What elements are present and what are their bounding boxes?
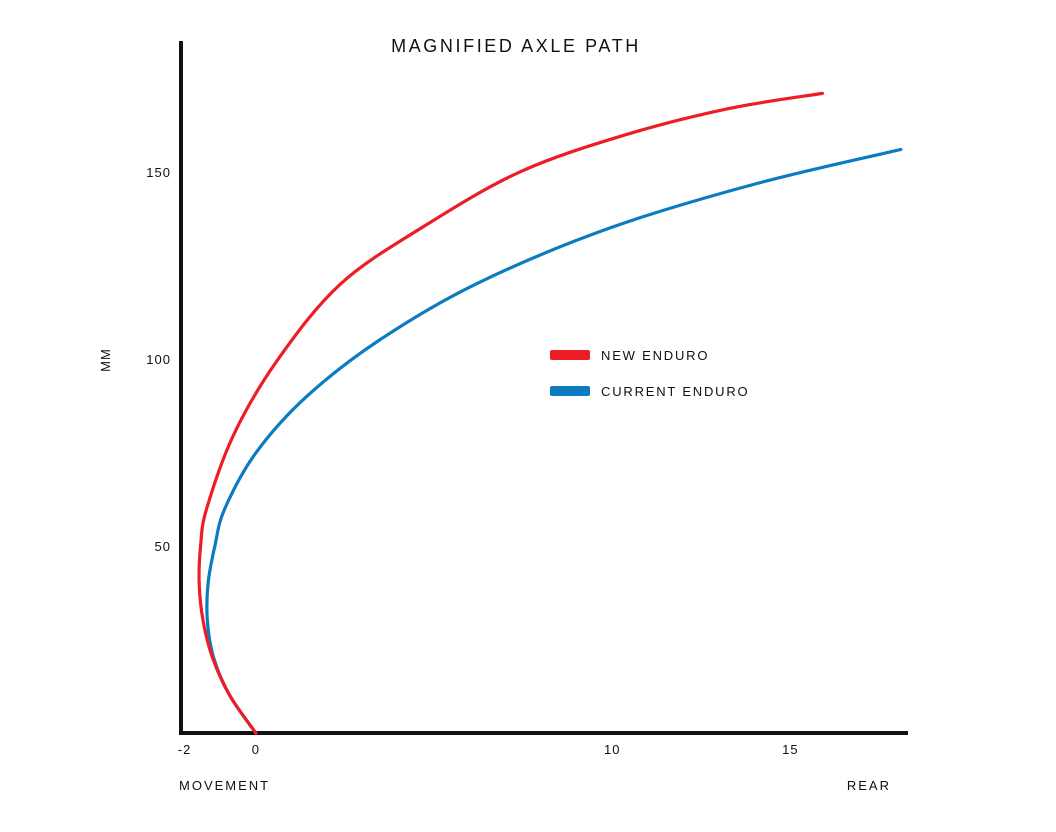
y-axis-label: MM <box>98 348 113 372</box>
legend-label: CURRENT ENDURO <box>601 384 749 399</box>
x-tick-label: -2 <box>178 742 192 757</box>
y-tick-label: 50 <box>155 539 171 554</box>
legend-label: NEW ENDURO <box>601 348 709 363</box>
legend-swatch <box>550 386 590 396</box>
y-tick-label: 100 <box>146 352 171 367</box>
x-axis-label-right: REAR <box>847 778 891 793</box>
x-axis-label-left: MOVEMENT <box>179 778 270 793</box>
series-line-new-enduro <box>197 91 825 735</box>
x-tick-labels: -2 0 10 15 <box>178 742 798 757</box>
y-tick-label: 150 <box>146 165 171 180</box>
x-tick-label: 10 <box>604 742 620 757</box>
chart-title: MAGNIFIED AXLE PATH <box>391 36 641 56</box>
legend: NEW ENDURO CURRENT ENDURO <box>550 348 749 399</box>
x-tick-label: 15 <box>782 742 798 757</box>
series-lines <box>197 91 903 735</box>
y-tick-labels: 50 100 150 <box>146 165 171 554</box>
x-tick-label: 0 <box>252 742 260 757</box>
legend-swatch <box>550 350 590 360</box>
series-line-current-enduro <box>205 147 903 735</box>
